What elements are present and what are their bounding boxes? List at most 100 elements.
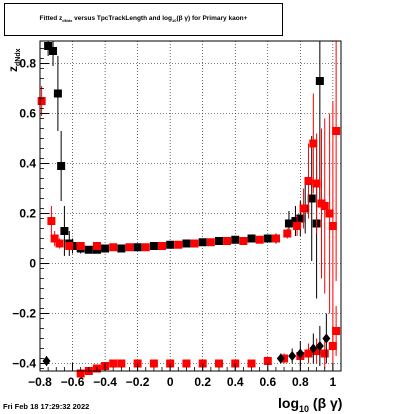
data-point bbox=[320, 349, 329, 358]
data-point bbox=[304, 349, 313, 358]
data-point bbox=[223, 237, 232, 245]
data-point bbox=[133, 243, 142, 252]
x-tick-label: 0 bbox=[167, 375, 174, 389]
data-point bbox=[296, 214, 305, 223]
data-point bbox=[309, 139, 318, 148]
data-point bbox=[158, 242, 167, 250]
x-tick-label: −0.2 bbox=[126, 375, 150, 389]
title-subscript: 10 bbox=[172, 18, 177, 23]
data-point bbox=[57, 162, 66, 170]
plot-frame bbox=[39, 40, 342, 372]
data-point bbox=[109, 243, 118, 252]
data-point bbox=[125, 243, 134, 252]
data-point bbox=[182, 239, 191, 248]
x-tick-label: −0.8 bbox=[28, 375, 52, 389]
x-tick-label: −0.4 bbox=[93, 375, 117, 389]
data-point bbox=[44, 42, 53, 50]
title-box: Fitted zdNdx versus TpcTrackLength and l… bbox=[4, 3, 283, 36]
data-point bbox=[42, 356, 51, 366]
data-point bbox=[255, 235, 264, 244]
data-point bbox=[299, 204, 308, 213]
data-point bbox=[312, 179, 321, 188]
data-point bbox=[190, 239, 199, 248]
data-point bbox=[247, 359, 256, 368]
data-point bbox=[315, 341, 324, 351]
data-point bbox=[332, 127, 341, 135]
data-point bbox=[166, 240, 175, 249]
data-point bbox=[328, 222, 337, 230]
x-tick-label: 0.2 bbox=[194, 375, 211, 389]
x-tick-label: −0.6 bbox=[61, 375, 85, 389]
data-point bbox=[55, 239, 64, 248]
x-tick-label: 1 bbox=[330, 375, 337, 389]
data-point bbox=[320, 202, 329, 210]
data-point bbox=[293, 222, 302, 230]
tick-labels: −0.8 −0.6 −0.4 −0.2 0 0.2 0.4 0.6 0.8 1 −0.4 −0.2 0 0… bbox=[12, 57, 336, 390]
data-point bbox=[60, 227, 69, 235]
y-tick-label: −0.4 bbox=[12, 357, 36, 371]
data-point bbox=[84, 245, 93, 254]
data-marks bbox=[37, 41, 341, 378]
data-point bbox=[307, 194, 316, 203]
data-point bbox=[239, 237, 248, 245]
data-point bbox=[288, 351, 297, 361]
y-tick-label: 0.4 bbox=[19, 157, 36, 171]
data-point bbox=[312, 347, 321, 355]
data-point bbox=[283, 229, 292, 238]
data-point bbox=[263, 357, 272, 365]
y-tick-label: 0.2 bbox=[19, 207, 36, 221]
data-point bbox=[53, 89, 62, 98]
data-point bbox=[50, 234, 59, 243]
y-tick-label: 0 bbox=[29, 257, 36, 271]
data-point bbox=[325, 209, 334, 218]
x-axis-label: log10 (β γ) bbox=[278, 395, 342, 414]
data-point bbox=[206, 238, 215, 247]
data-point bbox=[174, 240, 183, 249]
x-tick-label: 0.6 bbox=[259, 375, 276, 389]
data-point bbox=[328, 342, 337, 350]
data-point bbox=[214, 359, 223, 368]
data-point bbox=[182, 359, 191, 368]
data-point bbox=[315, 77, 324, 85]
data-point bbox=[304, 177, 313, 185]
data-point bbox=[117, 244, 126, 253]
data-point bbox=[49, 47, 58, 55]
data-point bbox=[47, 217, 56, 225]
data-point bbox=[76, 369, 85, 378]
x-tick-label: 0.8 bbox=[292, 375, 309, 389]
data-point bbox=[141, 243, 150, 252]
data-point bbox=[76, 242, 85, 250]
y-tick-label: −0.2 bbox=[12, 307, 36, 321]
data-point bbox=[271, 234, 280, 243]
data-point bbox=[309, 343, 318, 354]
data-point bbox=[322, 333, 331, 344]
title-part: versus TpcTrackLength and log bbox=[72, 15, 172, 22]
data-point bbox=[263, 234, 272, 243]
data-point bbox=[149, 242, 158, 250]
timestamp: Fri Feb 18 17:29:32 2022 bbox=[3, 402, 90, 411]
y-tick-label: 0.6 bbox=[19, 107, 36, 121]
data-point bbox=[65, 242, 74, 250]
data-point bbox=[296, 348, 305, 359]
data-point bbox=[231, 235, 240, 244]
data-point bbox=[101, 244, 110, 253]
title-subscript: dNdx bbox=[62, 18, 73, 23]
data-point bbox=[276, 353, 285, 364]
data-point bbox=[214, 237, 223, 245]
chart-title: Fitted zdNdx versus TpcTrackLength and l… bbox=[5, 15, 282, 23]
data-point bbox=[117, 359, 126, 368]
data-point bbox=[149, 359, 158, 368]
data-point bbox=[109, 359, 118, 368]
data-point bbox=[92, 242, 101, 250]
data-point bbox=[37, 97, 46, 105]
data-point bbox=[332, 327, 341, 335]
data-point bbox=[291, 217, 300, 225]
axis-ticks bbox=[39, 48, 342, 371]
y-axis-label: zdNdx bbox=[6, 48, 22, 72]
x-tick-label: 0.4 bbox=[227, 375, 244, 389]
data-point bbox=[198, 238, 207, 247]
data-point bbox=[247, 234, 256, 243]
title-part: (β γ) for Primary kaon+ bbox=[176, 15, 248, 22]
title-part: Fitted z bbox=[39, 15, 63, 22]
